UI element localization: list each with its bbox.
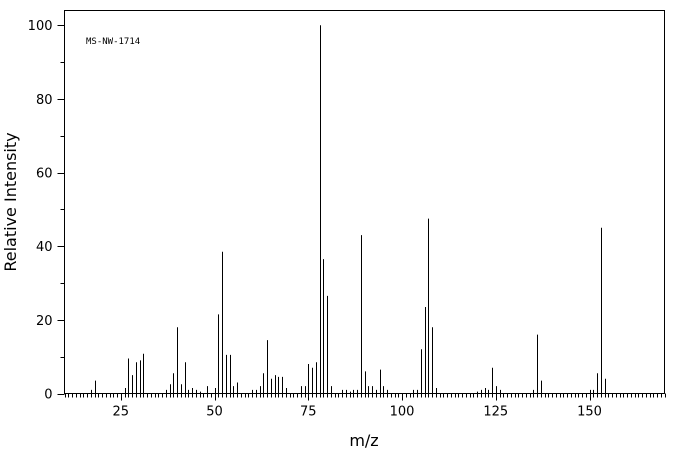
x-tick-label: 25 (112, 405, 129, 420)
peak-bars (91, 25, 606, 394)
y-tick-label: 20 (36, 314, 53, 329)
plot-frame (64, 10, 665, 394)
y-axis-label: Relative Intensity (1, 132, 20, 271)
x-tick-label: 50 (206, 405, 223, 420)
y-tick-label: 100 (28, 19, 53, 34)
y-tick-label: 0 (44, 388, 52, 403)
spectrum-id-annotation: MS-NW-1714 (86, 37, 140, 47)
x-tick-label: 75 (300, 405, 317, 420)
x-tick-label: 125 (483, 405, 508, 420)
x-axis-label: m/z (349, 431, 378, 450)
y-axis-ticks: 0 20 40 60 80 100 (28, 19, 65, 403)
y-tick-label: 40 (36, 240, 53, 255)
y-tick-label: 60 (36, 167, 53, 182)
y-tick-label: 80 (36, 93, 53, 108)
x-tick-label: 150 (577, 405, 602, 420)
x-axis-ticks: 25 50 75 100 125 150 (65, 393, 666, 420)
x-tick-label: 100 (390, 405, 415, 420)
